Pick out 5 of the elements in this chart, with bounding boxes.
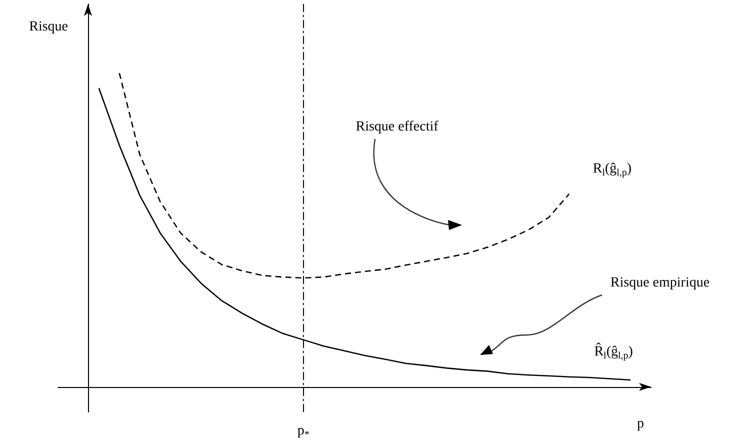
annotation: Risque effectif: [356, 120, 439, 134]
annotation: Risque empirique: [610, 276, 710, 290]
text: p*: [297, 424, 310, 440]
x-axis-title: p: [637, 416, 644, 432]
y-axis-title: Risque: [29, 20, 68, 34]
